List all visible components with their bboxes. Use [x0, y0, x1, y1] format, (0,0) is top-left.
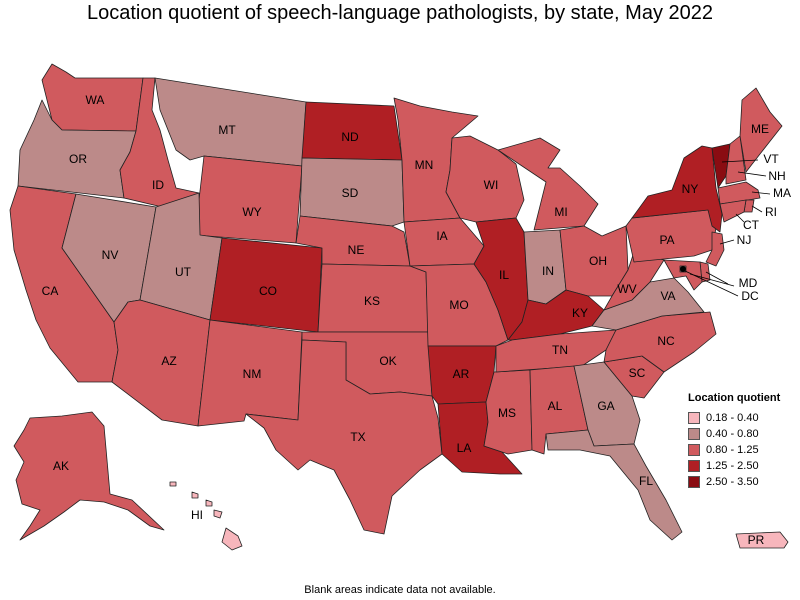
legend-title: Location quotient	[688, 392, 781, 404]
label-ID: ID	[152, 178, 164, 192]
state-MI[interactable]	[497, 137, 599, 231]
state-ME[interactable]	[739, 87, 783, 173]
leader-NJ	[719, 239, 735, 245]
label-AR: AR	[453, 367, 470, 381]
label-MN: MN	[415, 158, 434, 172]
label-WY: WY	[242, 205, 261, 219]
legend-label: 2.50 - 3.50	[706, 476, 759, 488]
label-AK: AK	[53, 459, 69, 473]
legend-label: 1.25 - 2.50	[706, 460, 759, 472]
state-WY[interactable]	[194, 155, 303, 244]
legend-item: 0.80 - 1.25	[688, 442, 798, 458]
legend-label: 0.40 - 0.80	[706, 428, 759, 440]
legend-swatch	[688, 460, 700, 472]
label-PR: PR	[748, 533, 765, 547]
label-FL: FL	[639, 474, 653, 488]
label-OR: OR	[69, 152, 87, 166]
legend-label: 0.18 - 0.40	[706, 412, 759, 424]
label-ME: ME	[751, 122, 769, 136]
label-IL: IL	[499, 268, 509, 282]
label-WV: WV	[617, 282, 636, 296]
label-TX: TX	[350, 430, 365, 444]
legend-item: 0.40 - 0.80	[688, 426, 798, 442]
label-OH: OH	[589, 254, 607, 268]
leader-MD	[689, 273, 735, 287]
label-MT: MT	[218, 123, 236, 137]
label-UT: UT	[175, 265, 192, 279]
leader-DC	[682, 269, 739, 297]
state-TX[interactable]	[245, 339, 443, 535]
label-MD: MD	[739, 276, 758, 290]
footnote: Blank areas indicate data not available.	[304, 584, 496, 596]
state-AK[interactable]	[13, 411, 165, 541]
leader-MA	[751, 191, 771, 195]
legend-item: 2.50 - 3.50	[688, 474, 798, 490]
label-KS: KS	[364, 294, 380, 308]
label-WI: WI	[484, 178, 499, 192]
legend-item: 0.18 - 0.40	[688, 410, 798, 426]
label-MA: MA	[773, 186, 791, 200]
state-HI[interactable]	[221, 527, 243, 551]
legend-swatch	[688, 412, 700, 424]
label-VA: VA	[660, 289, 675, 303]
state-FL[interactable]	[545, 429, 683, 541]
state-NY[interactable]	[631, 145, 723, 233]
state-PR[interactable]	[735, 531, 789, 549]
label-CA: CA	[42, 284, 59, 298]
label-GA: GA	[597, 399, 614, 413]
label-RI: RI	[765, 205, 777, 219]
state-NJ[interactable]	[705, 231, 725, 267]
label-VT: VT	[763, 152, 779, 166]
state-HI-islands	[169, 481, 223, 519]
state-MD[interactable]	[663, 259, 703, 291]
label-NM: NM	[243, 367, 262, 381]
leader-RI	[751, 205, 763, 213]
label-NJ: NJ	[737, 233, 752, 247]
label-NH: NH	[768, 169, 785, 183]
leader-VT	[721, 159, 759, 163]
state-TN[interactable]	[495, 329, 617, 373]
leader-DE	[705, 271, 729, 285]
label-TN: TN	[552, 343, 568, 357]
label-ND: ND	[341, 130, 359, 144]
legend-item: 1.25 - 2.50	[688, 458, 798, 474]
label-AL: AL	[548, 399, 563, 413]
label-SC: SC	[629, 366, 646, 380]
label-IN: IN	[542, 264, 554, 278]
label-DC: DC	[741, 289, 759, 303]
legend-label: 0.80 - 1.25	[706, 444, 759, 456]
label-IA: IA	[436, 229, 447, 243]
label-MI: MI	[554, 205, 567, 219]
label-KY: KY	[572, 306, 588, 320]
label-SD: SD	[342, 186, 359, 200]
map-title: Location quotient of speech-language pat…	[87, 2, 713, 24]
label-AZ: AZ	[161, 354, 176, 368]
label-MO: MO	[449, 298, 468, 312]
label-HI: HI	[191, 508, 203, 522]
legend-swatch	[688, 428, 700, 440]
label-NE: NE	[348, 243, 365, 257]
label-CO: CO	[259, 284, 277, 298]
label-LA: LA	[457, 441, 472, 455]
legend-swatch	[688, 476, 700, 488]
state-CT[interactable]	[719, 199, 747, 223]
leader-CT	[735, 213, 745, 223]
leader-NH	[737, 171, 767, 177]
label-WA: WA	[86, 93, 105, 107]
label-OK: OK	[379, 354, 396, 368]
legend: Location quotient 0.18 - 0.40 0.40 - 0.8…	[688, 392, 798, 490]
label-PA: PA	[659, 233, 674, 247]
dc-marker	[680, 266, 686, 272]
state-SD[interactable]	[299, 157, 405, 227]
state-NH[interactable]	[725, 135, 747, 185]
label-NC: NC	[657, 334, 675, 348]
legend-swatch	[688, 444, 700, 456]
label-NV: NV	[102, 248, 119, 262]
label-MS: MS	[498, 406, 516, 420]
state-MT[interactable]	[154, 77, 307, 167]
label-NY: NY	[682, 182, 699, 196]
label-CT: CT	[743, 218, 760, 232]
